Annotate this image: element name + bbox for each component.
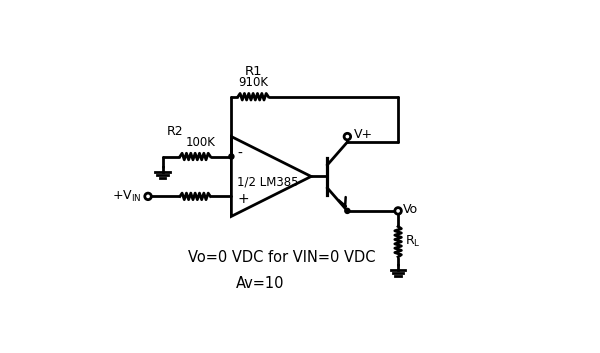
Circle shape	[229, 154, 234, 159]
Text: R$_{\mathsf{L}}$: R$_{\mathsf{L}}$	[404, 234, 420, 249]
Text: 910K: 910K	[238, 76, 268, 89]
Circle shape	[145, 193, 151, 200]
Text: R2: R2	[167, 125, 184, 138]
Text: Av=10: Av=10	[236, 276, 284, 291]
Text: +V$_{\mathsf{IN}}$: +V$_{\mathsf{IN}}$	[112, 189, 142, 204]
Circle shape	[395, 208, 401, 214]
Circle shape	[344, 133, 350, 140]
Text: R1: R1	[244, 65, 262, 78]
Text: +: +	[237, 192, 249, 205]
Text: -: -	[237, 147, 242, 161]
Text: 1/2 LM385: 1/2 LM385	[237, 175, 298, 189]
Circle shape	[345, 208, 350, 214]
Text: V+: V+	[354, 128, 373, 141]
Text: Vo: Vo	[403, 203, 418, 216]
Text: 100K: 100K	[185, 136, 215, 149]
Text: Vo=0 VDC for VIN=0 VDC: Vo=0 VDC for VIN=0 VDC	[188, 251, 376, 265]
